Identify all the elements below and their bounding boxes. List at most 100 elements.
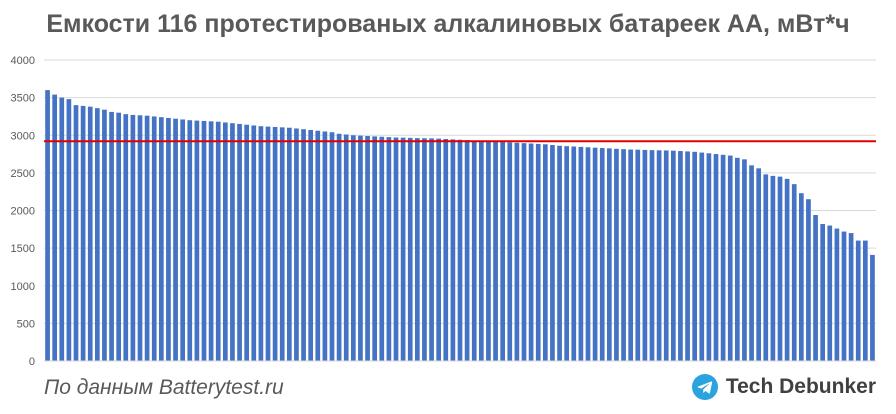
bar xyxy=(123,114,129,362)
y-tick-label: 1500 xyxy=(11,243,35,255)
bar xyxy=(144,115,150,361)
bar xyxy=(450,139,456,361)
y-tick-label: 1000 xyxy=(11,281,35,293)
chart-title: Емкости 116 протестированых алкалиновых … xyxy=(46,10,850,38)
bar xyxy=(180,119,186,361)
bar xyxy=(66,99,72,361)
bar xyxy=(486,141,491,361)
bar xyxy=(59,97,65,362)
bar xyxy=(663,150,669,361)
bar xyxy=(500,142,506,361)
bar xyxy=(535,143,541,361)
bars xyxy=(45,90,875,362)
bar xyxy=(798,193,804,361)
bar xyxy=(585,147,591,361)
bar xyxy=(429,138,434,361)
bar xyxy=(80,105,86,362)
bar xyxy=(208,121,214,361)
bar xyxy=(109,111,114,361)
bar xyxy=(599,148,605,361)
bar xyxy=(763,174,769,361)
bar xyxy=(130,114,136,362)
bar xyxy=(670,150,676,361)
bar xyxy=(571,146,577,361)
bar xyxy=(862,240,868,361)
bar xyxy=(166,117,171,361)
bar xyxy=(443,139,449,361)
bar xyxy=(315,130,321,361)
bar xyxy=(286,127,292,361)
bar xyxy=(592,147,598,361)
bar xyxy=(194,120,200,361)
bar xyxy=(564,146,570,361)
bar xyxy=(614,148,619,361)
bar xyxy=(215,121,221,361)
bar xyxy=(52,94,58,362)
bar xyxy=(777,176,783,361)
bar xyxy=(422,138,427,361)
bar xyxy=(102,109,107,361)
bar xyxy=(386,137,392,361)
bar xyxy=(251,125,257,361)
brand-name: Tech Debunker xyxy=(725,375,876,398)
y-tick-label: 0 xyxy=(29,356,35,368)
bar xyxy=(173,118,178,361)
bar xyxy=(713,154,719,361)
bar xyxy=(521,143,527,361)
bar xyxy=(699,152,705,361)
bar xyxy=(358,135,363,361)
bar xyxy=(336,133,342,361)
bar xyxy=(734,157,740,361)
bar xyxy=(457,139,463,361)
y-tick-label: 3500 xyxy=(11,93,35,105)
bar xyxy=(848,233,854,361)
bar xyxy=(791,184,797,361)
source-note: По данным Batterytest.ru xyxy=(44,376,284,399)
bar xyxy=(301,129,306,361)
bar xyxy=(436,138,442,361)
bar xyxy=(244,124,250,361)
bar xyxy=(628,149,634,361)
bar xyxy=(784,178,790,361)
bar xyxy=(258,126,264,361)
bar xyxy=(606,148,612,361)
bar xyxy=(635,149,641,361)
y-tick-label: 2000 xyxy=(11,206,35,218)
telegram-icon xyxy=(691,374,718,400)
bar xyxy=(827,225,833,361)
bar xyxy=(272,126,278,361)
brand-logo: Tech Debunker xyxy=(691,374,876,400)
bar xyxy=(201,120,207,361)
bar xyxy=(557,145,562,361)
bar xyxy=(237,123,242,362)
bar xyxy=(820,224,826,361)
bar xyxy=(116,112,122,362)
bar xyxy=(507,142,513,361)
bar xyxy=(265,126,271,361)
bar xyxy=(279,127,285,361)
bar xyxy=(87,106,93,361)
bar xyxy=(73,105,79,362)
bar xyxy=(350,135,356,361)
bar xyxy=(550,145,555,361)
bar xyxy=(94,108,100,361)
bar xyxy=(770,175,776,361)
bar xyxy=(678,151,683,361)
bar xyxy=(649,150,655,361)
bar xyxy=(372,136,378,361)
bar xyxy=(578,146,584,361)
bar xyxy=(343,134,349,361)
bar xyxy=(806,199,811,361)
bar xyxy=(841,231,847,361)
bar xyxy=(400,137,406,361)
bar xyxy=(542,144,548,361)
bar xyxy=(656,150,662,361)
bar xyxy=(685,151,690,361)
bar xyxy=(478,140,484,361)
bar xyxy=(642,149,648,361)
y-axis-ticks: 0 500 1000 1500 2000 2500 3000 3500 4000 xyxy=(11,55,35,368)
bar xyxy=(322,131,328,361)
bar xyxy=(855,240,861,361)
bar xyxy=(514,142,520,361)
